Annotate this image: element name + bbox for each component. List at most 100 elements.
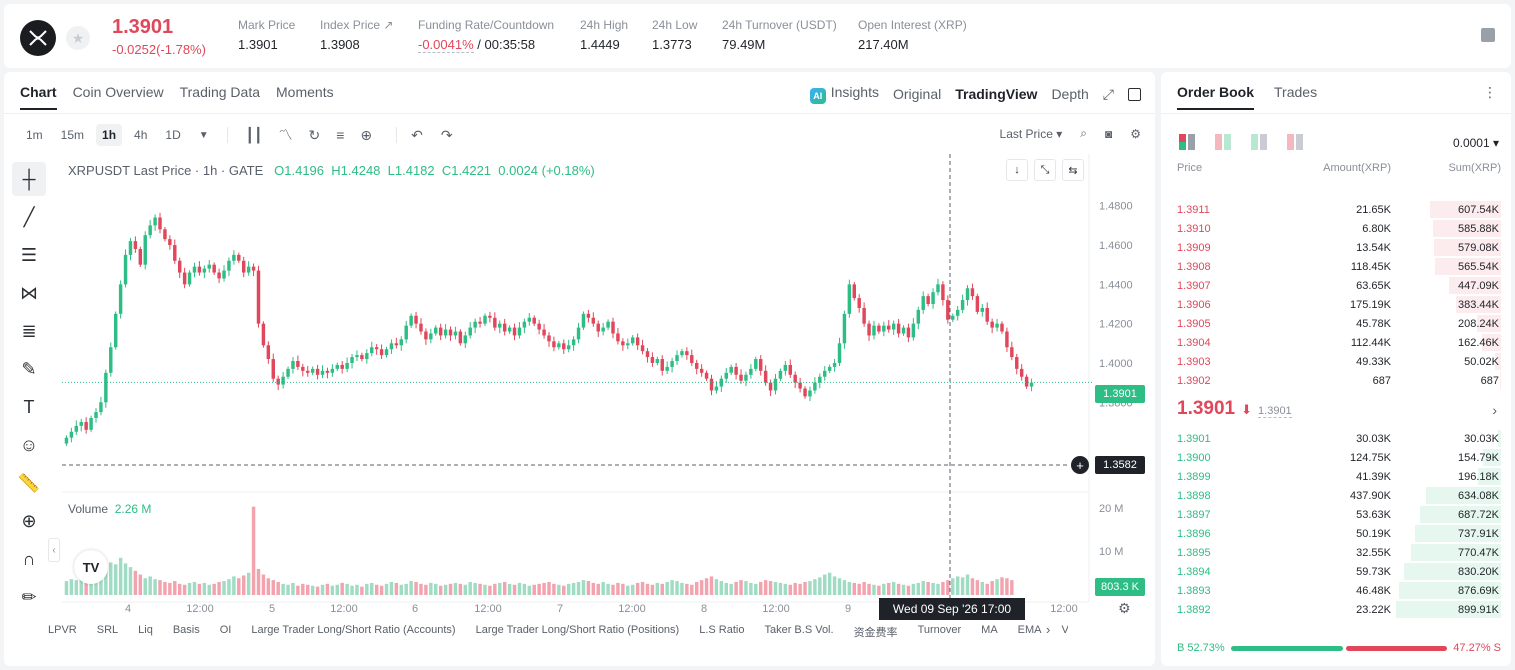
redo-icon[interactable]: ↷ xyxy=(440,126,453,143)
indicator-item[interactable]: LPVR xyxy=(48,624,77,636)
add-alert-icon[interactable]: ⊕ xyxy=(360,126,373,143)
tab-moments[interactable]: Moments xyxy=(276,84,334,100)
view-depth[interactable]: Depth xyxy=(1051,86,1089,102)
indicator-item[interactable]: Turnover xyxy=(917,624,962,636)
window-icon[interactable] xyxy=(1128,87,1141,101)
indicator-item[interactable]: EMA xyxy=(1017,624,1042,636)
candle-body xyxy=(965,288,970,301)
ask-amount: 45.78K xyxy=(1356,317,1391,330)
indicator-item[interactable]: Liq xyxy=(138,624,153,636)
stat-index-price[interactable]: Index Price ↗ 1.3908 xyxy=(320,18,394,52)
text-tool-icon[interactable]: T xyxy=(23,396,35,417)
undo-icon[interactable]: ↶ xyxy=(411,126,423,143)
bid-row[interactable]: 1.3893 46.48K 876.69K xyxy=(1171,581,1501,600)
cycle-icon[interactable]: ⇆ xyxy=(1062,159,1084,181)
bid-sum: 876.69K xyxy=(1458,584,1499,597)
add-order-plus-icon[interactable]: + xyxy=(1071,456,1089,474)
bid-row[interactable]: 1.3895 32.55K 770.47K xyxy=(1171,543,1501,562)
indicator-item[interactable]: L.S Ratio xyxy=(699,624,745,636)
bid-row[interactable]: 1.3892 23.22K 899.91K xyxy=(1171,600,1501,619)
bid-row[interactable]: 1.3901 30.03K 30.03K xyxy=(1171,429,1501,448)
horizontal-lines-tool-icon[interactable]: ☰ xyxy=(20,244,38,265)
volume-value-tag: 803.3 K xyxy=(1095,578,1145,596)
indicator-item[interactable]: 资金费率 xyxy=(853,627,898,639)
bid-row[interactable]: 1.3896 50.19K 737.91K xyxy=(1171,524,1501,543)
indicator-item[interactable]: Large Trader Long/Short Ratio (Positions… xyxy=(475,624,680,636)
tick-size-select[interactable]: 0.0001 ▾ xyxy=(1452,136,1499,150)
bid-row[interactable]: 1.3894 59.73K 830.20K xyxy=(1171,562,1501,581)
more-menu-icon[interactable]: ⋮ xyxy=(1483,84,1497,100)
bid-row[interactable]: 1.3899 41.39K 196.18K xyxy=(1171,467,1501,486)
bid-row[interactable]: 1.3898 437.90K 634.08K xyxy=(1171,486,1501,505)
indicator-item[interactable]: Large Trader Long/Short Ratio (Accounts) xyxy=(251,624,456,636)
bid-row[interactable]: 1.3897 53.63K 687.72K xyxy=(1171,505,1501,524)
asks-ratio-mode-icon[interactable] xyxy=(1215,134,1231,150)
timeframe-1h[interactable]: 1h xyxy=(96,124,123,146)
indicator-item[interactable]: Volu xyxy=(1061,624,1068,636)
price-type-select[interactable]: Last Price ▾ xyxy=(999,126,1063,141)
indicator-item[interactable]: OI xyxy=(219,624,232,636)
toolbar-divider xyxy=(396,127,398,143)
timeframe-dropdown-icon[interactable]: ▼ xyxy=(198,129,209,141)
collapse-down-icon[interactable]: ↓ xyxy=(1006,159,1028,181)
refresh-icon[interactable]: ↻ xyxy=(308,126,321,143)
pattern-tool-icon[interactable]: ⋈ xyxy=(20,282,38,303)
asks-only-mode-icon[interactable] xyxy=(1287,134,1303,150)
ask-row[interactable]: 1.3906 175.19K 383.44K xyxy=(1171,295,1501,314)
notebook-icon[interactable] xyxy=(1481,28,1495,42)
fib-tool-icon[interactable]: ≣ xyxy=(21,320,37,341)
ask-row[interactable]: 1.3905 45.78K 208.24K xyxy=(1171,314,1501,333)
collapse-sidebar-icon[interactable]: ‹ xyxy=(48,538,60,562)
zoom-in-tool-icon[interactable]: ⊕ xyxy=(21,510,37,531)
settings-gear-icon[interactable]: ⚙ xyxy=(1130,126,1141,141)
trend-line-tool-icon[interactable]: ╱ xyxy=(23,206,35,227)
indicator-item[interactable]: Taker B.S Vol. xyxy=(764,624,834,636)
tab-coin-overview[interactable]: Coin Overview xyxy=(72,84,164,100)
view-original[interactable]: Original xyxy=(892,86,942,102)
tab-chart[interactable]: Chart xyxy=(20,84,57,110)
brush-tool-icon[interactable]: ✎ xyxy=(21,358,37,379)
timeframe-4h[interactable]: 4h xyxy=(134,128,148,142)
candle-type-icon[interactable]: ┃┃ xyxy=(245,126,263,143)
view-tradingview[interactable]: TradingView xyxy=(955,86,1038,102)
chart-settings-gear-icon[interactable]: ⚙ xyxy=(1118,600,1131,616)
ask-row[interactable]: 1.3910 6.80K 585.88K xyxy=(1171,219,1501,238)
tab-order-book[interactable]: Order Book xyxy=(1177,84,1255,110)
indicator-item[interactable]: MA xyxy=(981,624,998,636)
insights-button[interactable]: AI Insights xyxy=(809,84,879,104)
bids-only-mode-icon[interactable] xyxy=(1251,134,1267,150)
both-sides-mode-icon[interactable] xyxy=(1179,134,1195,150)
favorite-star-icon[interactable]: ★ xyxy=(66,26,90,50)
ask-row[interactable]: 1.3907 63.65K 447.09K xyxy=(1171,276,1501,295)
search-icon[interactable]: ⌕ xyxy=(1080,126,1087,140)
timeframe-1m[interactable]: 1m xyxy=(26,128,43,142)
ask-row[interactable]: 1.3909 13.54K 579.08K xyxy=(1171,238,1501,257)
ask-row[interactable]: 1.3903 49.33K 50.02K xyxy=(1171,352,1501,371)
chevron-right-icon[interactable]: › xyxy=(1492,402,1497,418)
indicators-icon[interactable]: 〽 xyxy=(278,127,293,143)
magnet-tool-icon[interactable]: ∩ xyxy=(22,548,36,569)
pencil-lock-tool-icon[interactable]: ✏ xyxy=(21,586,37,607)
indicator-item[interactable]: SRL xyxy=(96,624,119,636)
screenshot-icon[interactable]: ◙ xyxy=(1104,126,1113,141)
ask-row[interactable]: 1.3902 687 687 xyxy=(1171,371,1501,390)
collapse-icon[interactable]: ⤡ xyxy=(1034,159,1056,181)
timeframe-1d[interactable]: 1D xyxy=(165,128,181,142)
volume-bar xyxy=(586,581,591,595)
tab-trading-data[interactable]: Trading Data xyxy=(179,84,261,100)
crosshair-tool-icon[interactable]: ┼ xyxy=(12,162,46,196)
indicator-item[interactable]: Basis xyxy=(172,624,200,636)
ask-row[interactable]: 1.3908 118.45K 565.54K xyxy=(1171,257,1501,276)
template-icon[interactable]: ≡ xyxy=(336,127,345,143)
indicator-scroll-right-icon[interactable]: › xyxy=(1046,622,1051,637)
tab-trades[interactable]: Trades xyxy=(1274,84,1318,100)
timeframe-15m[interactable]: 15m xyxy=(60,128,85,142)
ruler-tool-icon[interactable]: 📏 xyxy=(17,472,41,493)
bid-row[interactable]: 1.3900 124.75K 154.79K xyxy=(1171,448,1501,467)
ask-row[interactable]: 1.3911 21.65K 607.54K xyxy=(1171,200,1501,219)
ask-row[interactable]: 1.3904 112.44K 162.46K xyxy=(1171,333,1501,352)
expand-icon[interactable]: ⤢ xyxy=(1102,85,1114,102)
emoji-tool-icon[interactable]: ☺ xyxy=(19,434,39,455)
candle-body xyxy=(719,378,724,387)
